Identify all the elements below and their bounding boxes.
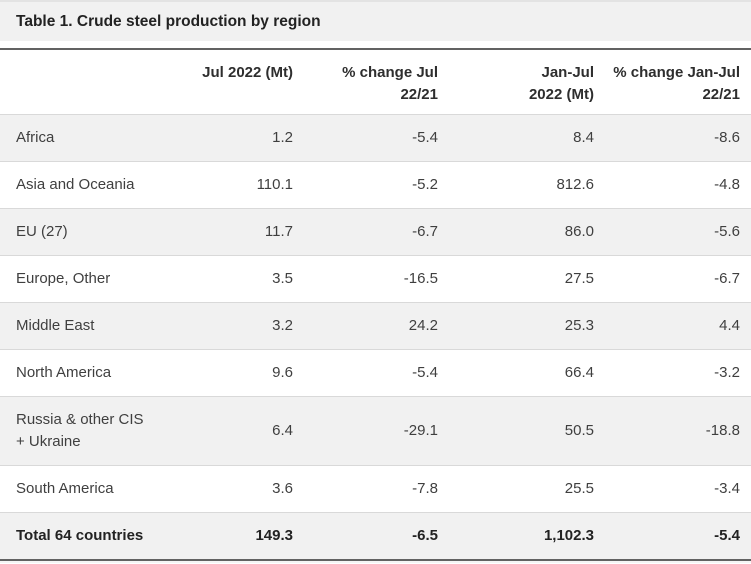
value-cell: 25.5: [449, 465, 605, 513]
value-cell: 3.2: [160, 302, 304, 350]
header-row: Jul 2022 (Mt) % change Jul 22/21 Jan-Jul 2…: [0, 49, 751, 115]
region-cell: Asia and Oceania: [0, 161, 160, 209]
crude-steel-production-table: Jul 2022 (Mt) % change Jul 22/21 Jan-Jul 2…: [0, 48, 751, 561]
region-cell: Russia & other CIS + Ukraine: [0, 396, 160, 466]
value-cell: 86.0: [449, 208, 605, 256]
value-cell: -3.2: [605, 349, 751, 397]
value-cell: 6.4: [160, 396, 304, 466]
table-row-south-america: South America 3.6 -7.8 25.5 -3.4: [0, 465, 751, 513]
value-cell: 3.5: [160, 255, 304, 303]
table-title-bar: Table 1. Crude steel production by regio…: [0, 0, 751, 41]
value-cell: -16.5: [304, 255, 449, 303]
region-cell: EU (27): [0, 208, 160, 256]
region-cell: North America: [0, 349, 160, 397]
value-cell: -18.8: [605, 396, 751, 466]
value-cell: -3.4: [605, 465, 751, 513]
value-cell: -5.2: [304, 161, 449, 209]
value-cell: -4.8: [605, 161, 751, 209]
value-cell: -29.1: [304, 396, 449, 466]
table-row-total: Total 64 countries 149.3 -6.5 1,102.3 -5…: [0, 512, 751, 560]
column-header-region: [0, 49, 160, 115]
table-row-europe-other: Europe, Other 3.5 -16.5 27.5 -6.7: [0, 255, 751, 303]
total-label-cell: Total 64 countries: [0, 512, 160, 560]
value-cell: 9.6: [160, 349, 304, 397]
value-cell: 66.4: [449, 349, 605, 397]
region-cell: Middle East: [0, 302, 160, 350]
table-row-asia-oceania: Asia and Oceania 110.1 -5.2 812.6 -4.8: [0, 161, 751, 209]
value-cell: 8.4: [449, 114, 605, 162]
value-cell: -8.6: [605, 114, 751, 162]
value-cell: -5.6: [605, 208, 751, 256]
table-row-eu27: EU (27) 11.7 -6.7 86.0 -5.6: [0, 208, 751, 256]
value-cell: -6.7: [605, 255, 751, 303]
value-cell: 1.2: [160, 114, 304, 162]
table-row-russia-cis-ukraine: Russia & other CIS + Ukraine 6.4 -29.1 5…: [0, 396, 751, 466]
column-header-pct-change-jul: % change Jul 22/21: [304, 49, 449, 115]
table-title: Table 1. Crude steel production by regio…: [16, 13, 321, 30]
value-cell: 3.6: [160, 465, 304, 513]
value-cell: 1,102.3: [449, 512, 605, 560]
value-cell: 149.3: [160, 512, 304, 560]
region-cell: Europe, Other: [0, 255, 160, 303]
column-header-pct-change-jan-jul: % change Jan-Jul 22/21: [605, 49, 751, 115]
region-cell: South America: [0, 465, 160, 513]
region-cell: Africa: [0, 114, 160, 162]
value-cell: -6.7: [304, 208, 449, 256]
value-cell: 25.3: [449, 302, 605, 350]
value-cell: -5.4: [304, 114, 449, 162]
value-cell: 110.1: [160, 161, 304, 209]
column-header-jan-jul-2022-mt: Jan-Jul 2022 (Mt): [449, 49, 605, 115]
table-row-middle-east: Middle East 3.2 24.2 25.3 4.4: [0, 302, 751, 350]
value-cell: 27.5: [449, 255, 605, 303]
value-cell: 4.4: [605, 302, 751, 350]
column-header-jul-2022-mt: Jul 2022 (Mt): [160, 49, 304, 115]
spacer: [0, 41, 751, 48]
value-cell: -6.5: [304, 512, 449, 560]
value-cell: 812.6: [449, 161, 605, 209]
value-cell: -5.4: [605, 512, 751, 560]
value-cell: 50.5: [449, 396, 605, 466]
value-cell: 24.2: [304, 302, 449, 350]
table-row-north-america: North America 9.6 -5.4 66.4 -3.2: [0, 349, 751, 397]
bottom-spacer: [0, 561, 751, 563]
value-cell: 11.7: [160, 208, 304, 256]
table-row-africa: Africa 1.2 -5.4 8.4 -8.6: [0, 114, 751, 162]
value-cell: -7.8: [304, 465, 449, 513]
value-cell: -5.4: [304, 349, 449, 397]
